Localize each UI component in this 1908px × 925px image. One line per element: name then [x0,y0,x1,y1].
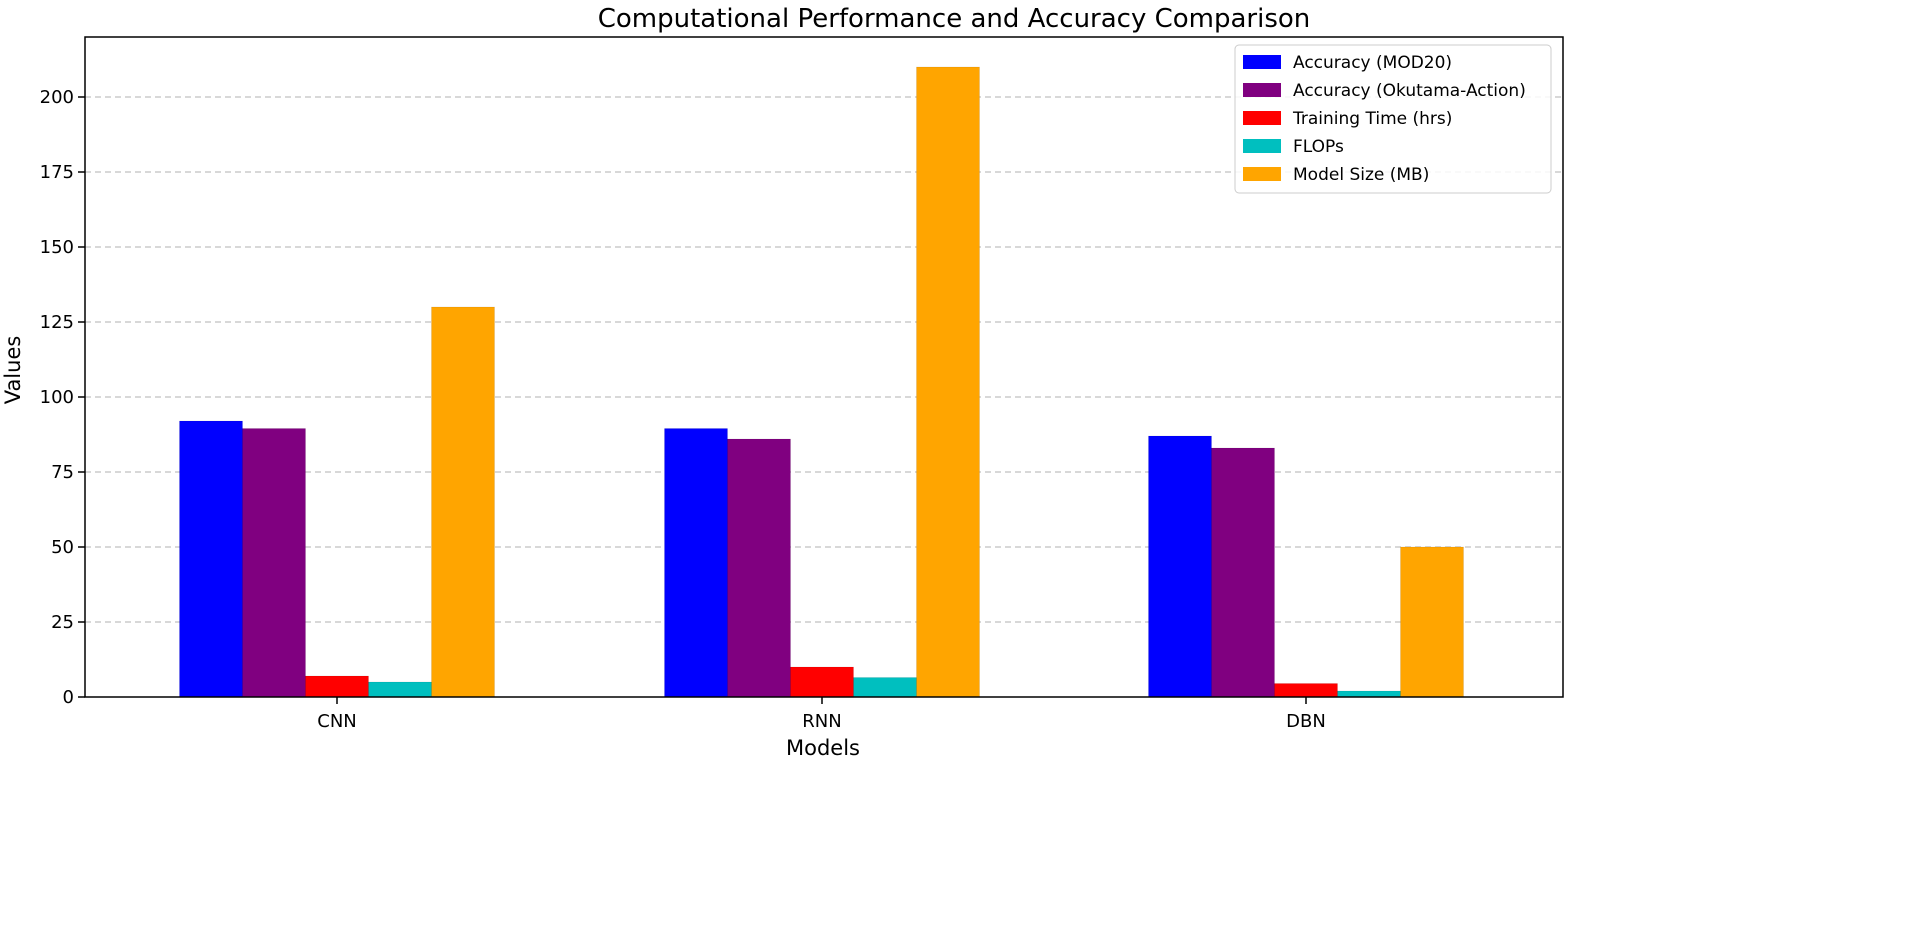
y-tick-label: 175 [40,162,74,183]
x-axis-ticks: CNN RNN DBN [317,697,1326,732]
bar-rnn-1 [664,428,728,698]
legend-label: FLOPs [1293,137,1344,157]
chart-title: Computational Performance and Accuracy C… [598,4,1311,34]
bar-cnn-3 [305,675,369,698]
y-tick-label: 125 [40,312,74,333]
bar-cnn-4 [368,681,432,698]
bars [179,66,1464,698]
legend-swatch [1243,167,1281,181]
bar-rnn-5 [916,66,980,698]
bar-dbn-1 [1148,435,1212,698]
y-tick-label: 50 [51,537,74,558]
y-tick-label: 0 [63,687,74,708]
y-tick-label: 75 [51,462,74,483]
y-tick-label: 100 [40,387,74,408]
y-tick-label: 150 [40,237,74,258]
y-axis-title: Values [1,336,25,405]
x-tick-label: DBN [1286,711,1326,732]
bar-rnn-4 [853,677,917,698]
bar-dbn-2 [1211,447,1275,698]
bar-rnn-3 [790,666,854,698]
legend-swatch [1243,55,1281,69]
legend-label: Accuracy (MOD20) [1293,53,1452,73]
legend-label: Model Size (MB) [1293,165,1429,185]
legend-label: Accuracy (Okutama-Action) [1293,81,1526,101]
x-tick-label: RNN [802,711,841,732]
legend-box [1234,44,1552,194]
bar-dbn-3 [1274,683,1338,698]
bar-cnn-1 [179,420,243,698]
bar-cnn-2 [242,428,306,698]
y-tick-label: 25 [51,612,74,633]
legend: Accuracy (MOD20) Accuracy (Okutama-Action… [1234,44,1552,194]
x-tick-label: CNN [317,711,357,732]
bar-cnn-5 [431,306,495,698]
legend-swatch [1243,139,1281,153]
y-axis-ticks: 0 25 50 75 100 125 150 175 200 [40,87,85,708]
x-axis-title: Models [786,736,860,760]
plot-frame [84,36,1564,698]
bar-dbn-5 [1400,546,1464,698]
bar-rnn-2 [727,438,791,698]
legend-swatch [1243,111,1281,125]
legend-label: Training Time (hrs) [1292,109,1452,129]
y-tick-label: 200 [40,87,74,108]
bar-dbn-4 [1337,690,1401,698]
legend-swatch [1243,83,1281,97]
